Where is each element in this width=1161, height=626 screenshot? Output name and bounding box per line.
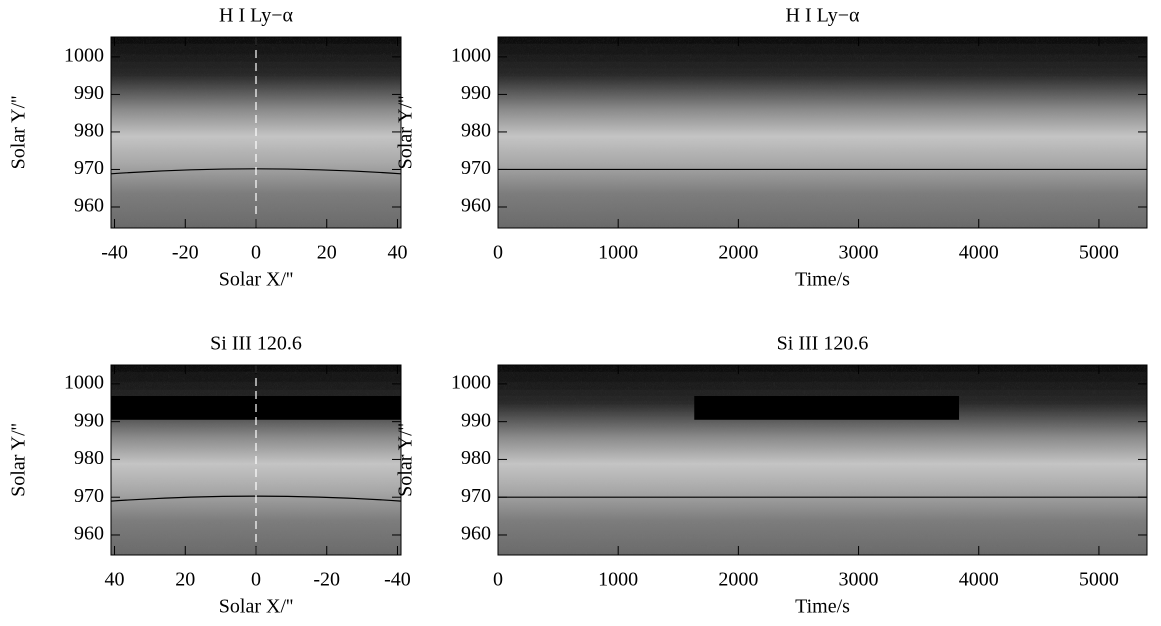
x-tick-label: 1000 xyxy=(598,569,638,591)
panel-title: Si III 120.6 xyxy=(777,333,869,355)
y-tick-label: 1000 xyxy=(451,371,491,393)
panel-title: H I Ly−α xyxy=(219,5,293,27)
x-axis-label: Solar X/'' xyxy=(219,596,293,618)
x-tick-label: 0 xyxy=(493,569,503,591)
y-tick-label: 990 xyxy=(461,82,491,104)
intensity-image xyxy=(498,37,1147,228)
x-tick-label: 0 xyxy=(493,242,503,264)
y-tick-label: 960 xyxy=(461,195,491,217)
x-tick-label: -20 xyxy=(172,242,199,264)
x-tick-label: 1000 xyxy=(598,242,638,264)
x-tick-label: 40 xyxy=(387,242,407,264)
x-tick-label: 20 xyxy=(317,242,337,264)
y-axis-label: Solar Y/'' xyxy=(8,423,30,497)
x-tick-label: -40 xyxy=(101,242,128,264)
y-tick-label: 970 xyxy=(461,485,491,507)
y-tick-label: 1000 xyxy=(64,44,104,66)
y-tick-label: 990 xyxy=(74,409,104,431)
panel-title: H I Ly−α xyxy=(786,5,860,27)
y-tick-label: 980 xyxy=(74,120,104,142)
masked-region xyxy=(694,395,960,420)
x-axis-label: Time/s xyxy=(795,269,850,291)
y-tick-label: 990 xyxy=(74,82,104,104)
intensity-image xyxy=(498,365,1147,555)
x-tick-label: 2000 xyxy=(718,569,758,591)
x-tick-label: 5000 xyxy=(1079,242,1119,264)
x-tick-label: 0 xyxy=(251,569,261,591)
y-tick-label: 960 xyxy=(74,523,104,545)
y-tick-label: 970 xyxy=(74,485,104,507)
x-tick-label: 5000 xyxy=(1079,569,1119,591)
y-tick-label: 990 xyxy=(461,409,491,431)
y-tick-label: 960 xyxy=(74,195,104,217)
x-tick-label: 0 xyxy=(251,242,261,264)
y-tick-label: 980 xyxy=(461,447,491,469)
y-tick-label: 980 xyxy=(461,120,491,142)
x-tick-label: -40 xyxy=(384,569,411,591)
y-axis-label: Solar Y/'' xyxy=(395,423,417,497)
x-tick-label: 20 xyxy=(175,569,195,591)
x-tick-label: -20 xyxy=(313,569,340,591)
x-axis-label: Time/s xyxy=(795,596,850,618)
x-axis-label: Solar X/'' xyxy=(219,269,293,291)
y-tick-label: 960 xyxy=(461,523,491,545)
x-tick-label: 4000 xyxy=(959,242,999,264)
y-tick-label: 970 xyxy=(461,157,491,179)
y-axis-label: Solar Y/'' xyxy=(8,96,30,170)
x-tick-label: 40 xyxy=(105,569,125,591)
x-tick-label: 3000 xyxy=(839,569,879,591)
x-tick-label: 2000 xyxy=(718,242,758,264)
y-tick-label: 1000 xyxy=(451,44,491,66)
y-axis-label: Solar Y/'' xyxy=(395,96,417,170)
x-tick-label: 3000 xyxy=(839,242,879,264)
plot-frame xyxy=(497,36,1148,229)
plot-frame xyxy=(497,364,1148,556)
y-tick-label: 980 xyxy=(74,447,104,469)
panel-title: Si III 120.6 xyxy=(210,333,302,355)
y-tick-label: 1000 xyxy=(64,371,104,393)
y-tick-label: 970 xyxy=(74,157,104,179)
x-tick-label: 4000 xyxy=(959,569,999,591)
